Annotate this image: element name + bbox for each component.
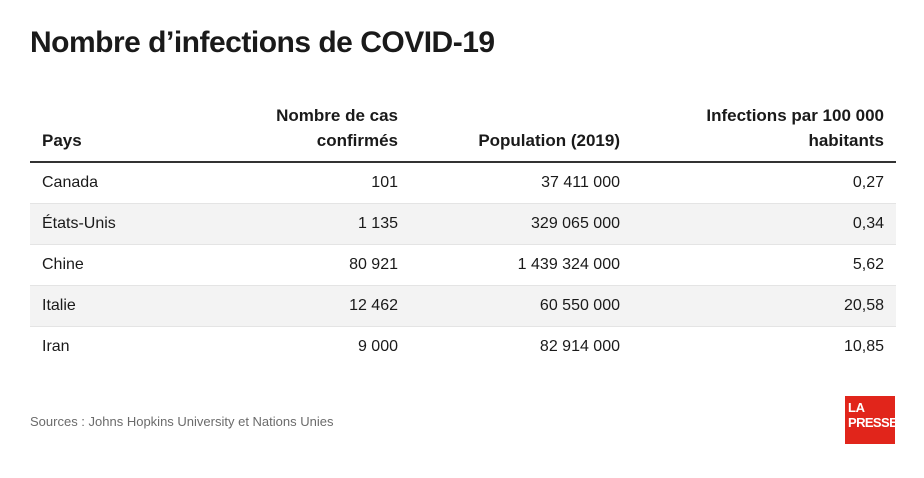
la-presse-logo: LA PRESSE (845, 396, 898, 444)
cell-rate: 0,34 (632, 203, 896, 245)
cell-population: 60 550 000 (410, 285, 632, 327)
cell-country: Iran (42, 338, 70, 355)
cell-country: Chine (30, 244, 210, 286)
covid-data-table: Pays Nombre de cas confirmés Population … (30, 98, 896, 367)
header-population: Population (2019) (410, 98, 632, 163)
cell-country: Italie (30, 285, 210, 327)
header-confirmed-cases: Nombre de cas confirmés (210, 98, 410, 163)
header-country: Pays (30, 98, 210, 163)
cell-population: 1 439 324 000 (410, 244, 632, 286)
table-row: États-Unis 1 135 329 065 000 0,34 (30, 203, 896, 245)
cell-cases: 12 462 (210, 285, 410, 327)
table-row: Italie 12 462 60 550 000 20,58 (30, 285, 896, 327)
header-infection-rate: Infections par 100 000 habitants (632, 98, 896, 163)
cell-rate: 10,85 (843, 338, 884, 355)
cell-cases: 1 135 (210, 203, 410, 245)
cell-population: 329 065 000 (410, 203, 632, 245)
chart-title: Nombre d’infections de COVID-19 (30, 26, 495, 59)
cell-population: 82 914 000 (539, 338, 620, 355)
cell-cases: 101 (210, 162, 410, 204)
table-row: Canada 101 37 411 000 0,27 (30, 162, 896, 204)
cell-country: États-Unis (30, 203, 210, 245)
logo-text-line2: PRESSE (848, 415, 898, 430)
cell-population: 37 411 000 (410, 162, 632, 204)
cell-rate: 0,27 (632, 162, 896, 204)
table-row: Chine 80 921 1 439 324 000 5,62 (30, 244, 896, 286)
table-header-row: Pays Nombre de cas confirmés Population … (30, 98, 896, 163)
cell-rate: 5,62 (632, 244, 896, 286)
cell-cases: 9 000 (357, 338, 398, 355)
cell-cases: 80 921 (210, 244, 410, 286)
cell-country: Canada (30, 162, 210, 204)
cell-rate: 20,58 (632, 285, 896, 327)
logo-text-line1: LA (848, 400, 865, 415)
source-note: Sources : Johns Hopkins University et Na… (30, 414, 334, 429)
table-row: Iran 9 000 82 914 000 10,85 (30, 327, 896, 368)
